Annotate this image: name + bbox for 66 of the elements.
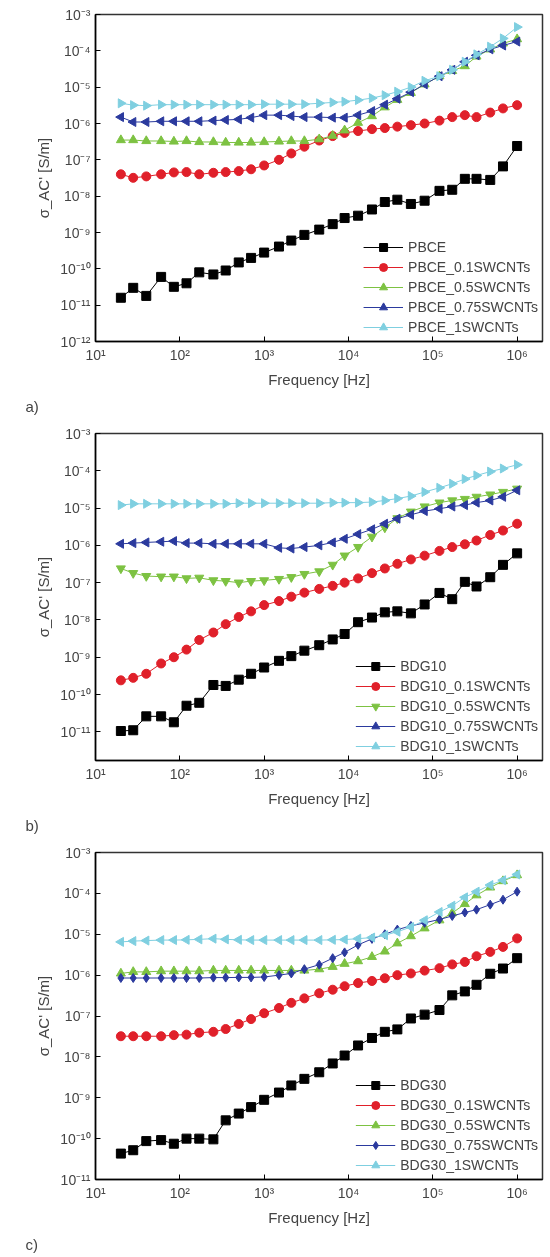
legend-label: PBCE_1SWCNTs: [408, 319, 519, 335]
text: b): [25, 816, 39, 834]
x-axis-title: Frequency [Hz]: [268, 1208, 370, 1226]
x-axis-title: Frequency [Hz]: [268, 370, 370, 388]
x-tick-label: 10²: [169, 765, 191, 782]
y-tick-label: 10⁻⁵: [64, 500, 91, 517]
legend-label: BDG10_0.75SWCNTs: [400, 718, 538, 734]
y-tick-label: 10⁻¹⁰: [60, 686, 91, 703]
x-tick-label: 10²: [169, 1184, 191, 1201]
y-tick-label: 10⁻⁹: [63, 224, 91, 241]
x-tick-label: 10²: [169, 346, 191, 363]
x-tick-label: 10¹: [85, 765, 106, 782]
x-tick-label: 10⁴: [337, 346, 360, 363]
x-tick-label: 10⁶: [506, 765, 528, 782]
legend-label: BDG10_1SWCNTs: [400, 738, 519, 754]
legend-label: PBCE_0.5SWCNTs: [408, 279, 531, 295]
x-tick-label: 10⁴: [337, 765, 360, 782]
x-axis-title: Frequency [Hz]: [268, 789, 370, 807]
y-tick-label: 10⁻⁴: [63, 462, 91, 479]
y-tick-label: 10⁻⁶: [64, 115, 91, 132]
y-tick-label: 10⁻⁵: [64, 926, 91, 943]
y-tick-label: 10⁻⁷: [64, 1008, 91, 1024]
legend-label: BDG30: [400, 1077, 447, 1093]
legend-label: PBCE_0.75SWCNTs: [408, 299, 538, 315]
y-tick-label: 10⁻⁹: [63, 1089, 91, 1106]
x-tick-label: 10³: [254, 1184, 275, 1201]
x-tick-label: 10⁶: [506, 1184, 528, 1201]
text: a): [25, 397, 39, 415]
y-axis-title: σ_AC' [S/m]: [35, 556, 53, 638]
y-tick-label: 10⁻⁷: [64, 574, 91, 591]
y-tick-label: 10⁻³: [65, 6, 91, 23]
y-tick-label: 10⁻³: [65, 844, 91, 861]
x-tick-label: 10⁴: [337, 1184, 360, 1201]
y-tick-label: 10⁻⁷: [64, 151, 91, 168]
legend-label: BDG30_1SWCNTs: [400, 1157, 519, 1173]
y-tick-label: 10⁻⁸: [64, 188, 91, 205]
y-tick-label: 10⁻¹⁰: [60, 260, 91, 277]
y-tick-label: 10⁻⁵: [64, 79, 91, 96]
x-tick-label: 10³: [254, 346, 275, 363]
y-tick-label: 10⁻³: [65, 425, 91, 442]
legend-label: PBCE_0.1SWCNTs: [408, 259, 531, 275]
legend-label: BDG30_0.1SWCNTs: [400, 1097, 531, 1113]
x-tick-label: 10³: [254, 765, 275, 782]
legend-label: BDG10_0.5SWCNTs: [400, 698, 531, 714]
y-tick-label: 10⁻¹¹: [60, 297, 91, 314]
legend-label: PBCE: [408, 239, 447, 255]
text: c): [25, 1235, 38, 1253]
legend-label: BDG30_0.5SWCNTs: [400, 1117, 531, 1133]
y-tick-label: 10⁻⁶: [64, 537, 91, 554]
y-tick-label: 10⁻¹¹: [60, 723, 91, 740]
x-tick-label: 10⁵: [422, 765, 444, 782]
x-tick-label: 10⁵: [422, 1184, 444, 1201]
y-tick-label: 10⁻⁸: [64, 1048, 91, 1065]
y-tick-label: 10⁻¹⁰: [60, 1130, 91, 1147]
y-tick-label: 10⁻⁹: [63, 649, 91, 666]
legend-label: BDG10: [400, 658, 447, 674]
y-tick-label: 10⁻⁸: [64, 611, 91, 628]
x-tick-label: 10⁶: [506, 346, 528, 363]
x-tick-label: 10⁵: [422, 346, 444, 363]
y-tick-label: 10⁻⁶: [64, 967, 91, 984]
legend-label: BDG10_0.1SWCNTs: [400, 678, 531, 694]
legend-label: BDG30_0.75SWCNTs: [400, 1137, 538, 1153]
y-tick-label: 10⁻⁴: [63, 42, 91, 59]
y-tick-label: 10⁻⁴: [63, 885, 91, 902]
y-axis-title: σ_AC' [S/m]: [35, 975, 53, 1057]
y-axis-title: σ_AC' [S/m]: [35, 137, 53, 219]
